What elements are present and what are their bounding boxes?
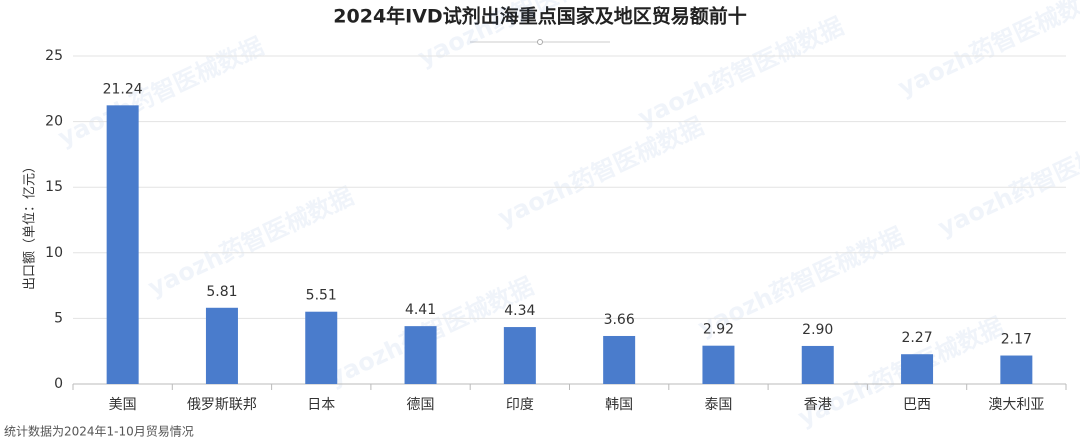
y-axis-label: 出口额（单位：亿元） <box>23 160 38 290</box>
x-tick-label: 俄罗斯联邦 <box>187 397 257 413</box>
data-label: 21.24 <box>103 81 143 97</box>
y-tick-label: 25 <box>45 48 63 64</box>
footnote: 统计数据为2024年1-10月贸易情况 <box>4 424 194 439</box>
data-label: 5.81 <box>206 284 237 300</box>
y-tick-label: 15 <box>45 179 63 195</box>
y-tick-label: 0 <box>54 376 63 392</box>
y-tick-label: 10 <box>45 245 63 261</box>
x-tick-label: 澳大利亚 <box>988 397 1044 413</box>
bar <box>106 105 139 384</box>
watermark: yaozh药智医械数据 <box>634 12 848 132</box>
y-tick-label: 5 <box>54 310 63 326</box>
x-tick-label: 印度 <box>506 397 534 413</box>
data-label: 2.17 <box>1001 332 1032 348</box>
data-label: 5.51 <box>306 288 337 304</box>
x-tick-label: 香港 <box>804 397 832 413</box>
x-tick-label: 泰国 <box>704 397 732 413</box>
x-tick-label: 日本 <box>307 397 335 413</box>
bar <box>305 311 338 384</box>
bar <box>801 345 834 384</box>
bar <box>503 327 536 384</box>
watermark: yaozh药智医械数据 <box>894 0 1080 102</box>
bar <box>1000 355 1033 384</box>
bar <box>702 345 735 384</box>
watermark: yaozh药智医械数据 <box>54 32 268 152</box>
watermark: yaozh药智医械数据 <box>934 122 1080 242</box>
x-tick-label: 美国 <box>109 397 137 413</box>
x-tick-label: 韩国 <box>605 397 633 413</box>
data-label: 2.27 <box>901 330 932 346</box>
chart-title: 2024年IVD试剂出海重点国家及地区贸易额前十 <box>333 5 746 28</box>
x-tick-label: 巴西 <box>903 397 931 413</box>
data-label: 4.41 <box>405 302 436 318</box>
data-label: 2.92 <box>703 322 734 338</box>
x-tick-label: 德国 <box>407 397 435 413</box>
y-tick-label: 20 <box>45 114 63 130</box>
data-label: 4.34 <box>504 303 535 319</box>
title-decoration-dot <box>537 39 543 45</box>
data-label: 2.90 <box>802 322 833 338</box>
watermark: yaozh药智医械数据 <box>144 182 358 302</box>
bar <box>205 307 238 384</box>
data-label: 3.66 <box>604 312 635 328</box>
bar <box>901 354 934 384</box>
bar <box>603 335 636 384</box>
watermark: yaozh药智医械数据 <box>494 112 708 232</box>
bar <box>404 326 437 384</box>
